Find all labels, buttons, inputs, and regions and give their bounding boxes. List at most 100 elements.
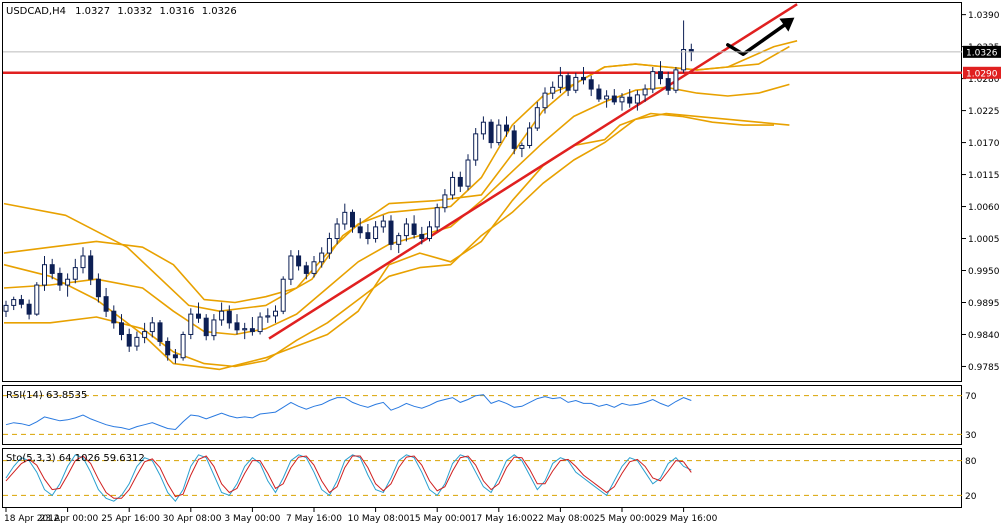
- candle-body-up: [465, 159, 471, 187]
- main-panel-frame: [2, 2, 962, 382]
- candle: [203, 314, 209, 341]
- candle-body-up: [265, 315, 271, 318]
- candle: [565, 72, 571, 97]
- candle-body-up: [673, 69, 679, 91]
- candle-body-down: [504, 124, 509, 132]
- x-tick-label: 7 May 16:00: [286, 514, 342, 524]
- y-tick-label: 1.0170: [968, 139, 1000, 149]
- candle-body-up: [273, 310, 278, 317]
- candle-body-down: [49, 264, 55, 274]
- candle: [34, 282, 40, 316]
- candle: [157, 319, 163, 347]
- candle-body-up: [180, 333, 186, 359]
- candle: [242, 322, 248, 340]
- stoch-lines-group: [5, 454, 692, 503]
- candle: [396, 232, 402, 254]
- stoch-main-line: [5, 454, 692, 503]
- candle-body-up: [311, 261, 317, 274]
- x-tick-label: 18 Apr 2012: [4, 514, 60, 524]
- candle: [534, 101, 540, 131]
- candle-body-down: [234, 322, 240, 331]
- candles: [3, 20, 694, 364]
- support-price-label: 1.0290: [966, 69, 998, 79]
- candle-body-up: [342, 211, 348, 225]
- candle: [296, 250, 302, 271]
- y-tick-label: 1.0225: [968, 107, 1000, 117]
- candle: [673, 66, 679, 94]
- candle: [57, 267, 63, 291]
- candle: [257, 312, 263, 335]
- candle: [334, 218, 340, 245]
- candle: [488, 119, 494, 149]
- candle-body-up: [496, 124, 502, 144]
- x-tick-label: 22 May 08:00: [532, 514, 594, 524]
- candle: [88, 250, 94, 286]
- candle: [49, 258, 55, 280]
- panel-frames: [2, 2, 962, 508]
- candle-body-up: [80, 255, 86, 269]
- candle-body-down: [365, 232, 371, 240]
- candle: [273, 305, 278, 323]
- candle: [365, 223, 371, 245]
- candle: [280, 276, 286, 315]
- y-tick-label: 1.0005: [968, 235, 1000, 245]
- candle-body-down: [119, 322, 124, 335]
- candle: [18, 294, 24, 309]
- candle: [3, 300, 9, 318]
- candle: [42, 255, 47, 291]
- candle: [527, 122, 533, 149]
- candle-body-up: [3, 304, 9, 312]
- stoch-levels: 80 20: [3, 457, 977, 502]
- candle-body-up: [242, 328, 248, 331]
- candle: [411, 215, 417, 239]
- candle-body-up: [396, 235, 402, 245]
- candle-body-down: [26, 303, 32, 315]
- candle: [581, 66, 586, 85]
- candle: [65, 273, 71, 297]
- candle-body-up: [573, 76, 579, 91]
- arrow-annotation: [726, 17, 795, 56]
- candle: [634, 90, 640, 111]
- candle: [457, 171, 463, 192]
- candle-body-up: [403, 223, 409, 237]
- x-tick-label: 29 May 16:00: [656, 514, 718, 524]
- stoch-header: Sto(5,3,3) 64.1026 59.6312: [6, 453, 145, 464]
- candle: [619, 93, 625, 111]
- candle-body-down: [249, 328, 255, 333]
- candle: [288, 250, 294, 286]
- candle-body-up: [550, 86, 556, 94]
- y-tick-label: 0.9895: [968, 299, 1000, 309]
- candle-body-down: [658, 71, 663, 80]
- candle: [188, 308, 194, 340]
- rsi-header: RSI(14) 63.8535: [6, 390, 87, 401]
- rsi-panel-frame: [2, 385, 962, 445]
- support-price-box: [963, 66, 1001, 79]
- candle-body-up: [326, 238, 332, 254]
- candle-body-up: [380, 220, 386, 228]
- candle: [219, 302, 225, 326]
- candle: [650, 66, 656, 94]
- candle-body-down: [596, 88, 602, 100]
- symbol-header: USDCAD,H4 1.0327 1.0332 1.0316 1.0326: [6, 6, 237, 17]
- candle: [103, 287, 109, 318]
- candle: [504, 116, 509, 137]
- candle-body-up: [527, 127, 533, 146]
- candle-body-down: [511, 130, 517, 149]
- current-price-box: [963, 45, 1001, 58]
- stoch-level-label: 80: [965, 457, 977, 467]
- candle-body-up: [219, 310, 225, 321]
- candle: [596, 84, 602, 102]
- candle-body-up: [557, 75, 563, 88]
- candle-body-up: [480, 121, 486, 135]
- x-tick-label: 25 May 00:00: [594, 514, 656, 524]
- candle-body-up: [42, 264, 47, 286]
- candle-body-up: [427, 226, 432, 240]
- candle: [434, 203, 440, 231]
- candle: [542, 87, 548, 114]
- candle: [211, 314, 217, 341]
- candle: [588, 75, 594, 97]
- current-price-label: 1.0326: [966, 48, 998, 58]
- candle: [573, 72, 579, 94]
- candle-body-down: [411, 223, 417, 235]
- y-tick-label: 1.0060: [968, 203, 1000, 213]
